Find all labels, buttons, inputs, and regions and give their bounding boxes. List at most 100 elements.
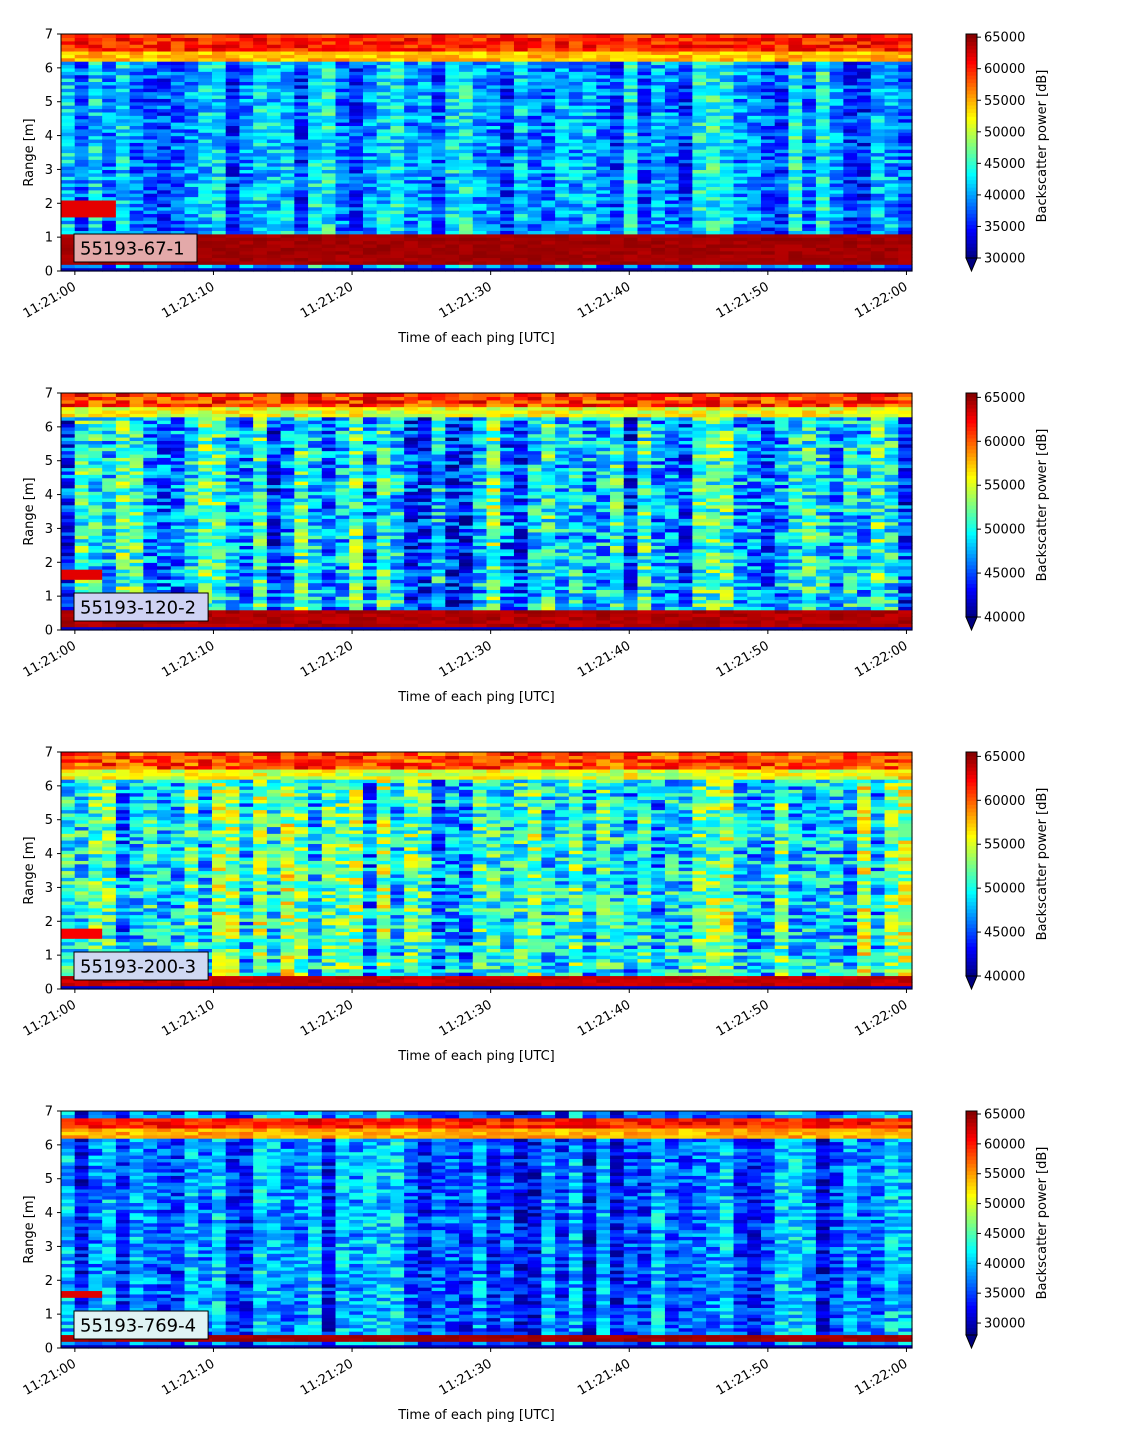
colorbar-segment: [966, 153, 977, 157]
colorbar-segment: [966, 209, 977, 213]
heatmap-cell: [143, 34, 157, 38]
heatmap-cell: [624, 34, 638, 38]
y-tick-label: 3: [45, 163, 53, 178]
heatmap-cell: [418, 34, 432, 38]
colorbar-segment: [966, 53, 977, 57]
colorbar-segment: [966, 232, 977, 236]
heatmap-cell: [473, 34, 487, 38]
heatmap-cell: [75, 393, 89, 397]
x-tick-label: 11:21:30: [437, 279, 495, 321]
y-tick-label: 2: [45, 197, 53, 212]
colorbar-segment: [966, 150, 977, 154]
colorbar-segment: [966, 127, 977, 131]
colorbar-segment: [966, 105, 977, 109]
colorbar-segment: [966, 86, 977, 90]
colorbar-tick-label: 45000: [984, 157, 1025, 172]
heatmap-cell: [596, 34, 610, 38]
heatmap-cell: [432, 34, 446, 38]
y-tick-label: 1: [45, 231, 53, 246]
colorbar: 3000035000400004500050000550006000065000…: [966, 31, 1050, 271]
colorbar-segment: [966, 109, 977, 113]
colorbar-segment: [966, 221, 977, 225]
colorbar-segment: [966, 71, 977, 75]
heatmap-cell: [130, 393, 144, 397]
colorbar-segment: [966, 56, 977, 60]
colorbar-tick-label: 40000: [984, 188, 1025, 203]
heatmap-cell: [116, 393, 130, 397]
colorbar-segment: [966, 243, 977, 247]
heatmap-cell: [308, 34, 322, 38]
heatmap-cell: [349, 34, 363, 38]
colorbar-label: Backscatter power [dB]: [1035, 70, 1050, 223]
colorbar-tick-label: 30000: [984, 252, 1025, 267]
heatmap-cell: [788, 34, 802, 38]
heatmap-cell: [885, 34, 899, 38]
heatmap-cell: [445, 34, 459, 38]
heatmap-cell: [322, 34, 336, 38]
heatmap-cell: [610, 34, 624, 38]
colorbar-segment: [966, 165, 977, 169]
heatmap-cell: [88, 34, 102, 38]
colorbar-tick-label: 65000: [984, 31, 1025, 46]
x-axis-label: Time of each ping [UTC]: [397, 331, 555, 346]
colorbar-segment: [966, 101, 977, 105]
colorbar-segment: [966, 79, 977, 83]
heatmap-cell: [514, 34, 528, 38]
heatmap-cell: [102, 34, 116, 38]
heatmap-cell: [61, 393, 75, 397]
colorbar-tick-label: 50000: [984, 125, 1025, 140]
colorbar-segment: [966, 131, 977, 135]
colorbar-segment: [966, 187, 977, 191]
colorbar-segment: [966, 168, 977, 172]
heatmap-cell: [198, 34, 212, 38]
colorbar-segment: [966, 224, 977, 228]
colorbar-segment: [966, 180, 977, 184]
heatmap-cell: [171, 34, 185, 38]
y-tick-label: 6: [45, 61, 53, 76]
colorbar-segment: [966, 90, 977, 94]
heatmap-cell: [706, 34, 720, 38]
x-tick-label: 11:21:10: [159, 279, 217, 321]
colorbar-segment: [966, 239, 977, 243]
heatmap-cell: [226, 34, 240, 38]
colorbar-segment: [966, 213, 977, 217]
x-tick-label: 11:22:00: [852, 279, 910, 321]
heatmap-cell: [528, 34, 542, 38]
colorbar-segment: [966, 183, 977, 187]
colorbar-segment: [966, 64, 977, 68]
heatmap-cell: [116, 34, 130, 38]
heatmap-cell: [143, 393, 157, 397]
heatmap-cell: [692, 34, 706, 38]
heatmap-cell: [802, 34, 816, 38]
heatmap-cell: [734, 34, 748, 38]
colorbar-segment: [966, 94, 977, 98]
colorbar-segment: [966, 97, 977, 101]
heatmap-cell: [583, 34, 597, 38]
x-tick-label: 11:21:40: [575, 279, 633, 321]
heatmap-cell: [555, 34, 569, 38]
y-tick-label: 0: [45, 265, 53, 280]
heatmap-cell: [253, 34, 267, 38]
heatmap-cell: [871, 34, 885, 38]
colorbar-segment: [966, 45, 977, 49]
heatmap-cell: [500, 34, 514, 38]
x-tick-label: 11:21:50: [714, 279, 772, 321]
heatmap-cell: [459, 34, 473, 38]
colorbar-segment: [966, 247, 977, 251]
heatmap-cell: [404, 34, 418, 38]
colorbar-segment: [966, 195, 977, 199]
heatmap-cell: [157, 34, 171, 38]
colorbar-segment: [966, 49, 977, 53]
x-tick-label: 11:21:20: [298, 279, 356, 321]
colorbar-segment: [966, 34, 977, 38]
heatmap-cell: [267, 34, 281, 38]
y-axis-label: Range [m]: [22, 118, 37, 186]
heatmap-cell: [239, 34, 253, 38]
heatmap-cell: [61, 34, 75, 38]
colorbar-tick-label: 60000: [984, 62, 1025, 77]
colorbar-segment: [966, 146, 977, 150]
colorbar-segment: [966, 38, 977, 42]
